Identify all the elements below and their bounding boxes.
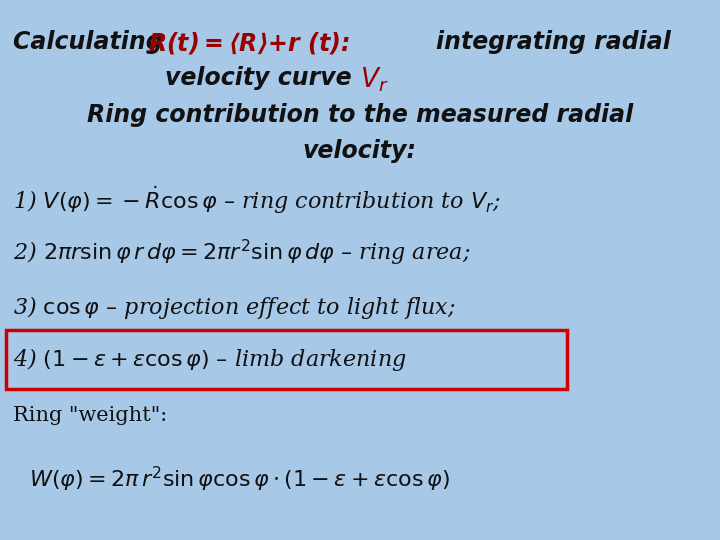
Text: Calculating: Calculating xyxy=(13,30,171,53)
Text: 3) $\cos\varphi$ – projection effect to light flux;: 3) $\cos\varphi$ – projection effect to … xyxy=(13,294,456,321)
Text: 2) $2\pi r\sin\varphi\, r\, d\varphi = 2\pi r^2\sin\varphi\, d\varphi$ – ring ar: 2) $2\pi r\sin\varphi\, r\, d\varphi = 2… xyxy=(13,238,470,268)
Text: integrating radial: integrating radial xyxy=(436,30,670,53)
Text: 4) $(1-\varepsilon+\varepsilon\cos\varphi)$ – limb darkening: 4) $(1-\varepsilon+\varepsilon\cos\varph… xyxy=(13,346,407,373)
Text: Ring contribution to the measured radial: Ring contribution to the measured radial xyxy=(87,103,633,126)
Text: velocity curve: velocity curve xyxy=(165,66,360,90)
Text: $\bfit{R(t){=}\langle R\rangle{+}r}$ $\bfit{(t)}$:: $\bfit{R(t){=}\langle R\rangle{+}r}$ $\b… xyxy=(148,30,350,56)
Text: Ring "weight":: Ring "weight": xyxy=(13,406,167,425)
Text: $W(\varphi) = 2\pi\, r^2\sin\varphi\cos\varphi\cdot(1-\varepsilon+\varepsilon\co: $W(\varphi) = 2\pi\, r^2\sin\varphi\cos\… xyxy=(29,464,449,494)
Text: velocity:: velocity: xyxy=(303,139,417,163)
Text: $\mathit{V}_r$: $\mathit{V}_r$ xyxy=(360,66,389,94)
Text: 1) $V(\varphi) = -\dot{R}\cos\varphi$ – ring contribution to $V_r$;: 1) $V(\varphi) = -\dot{R}\cos\varphi$ – … xyxy=(13,184,501,215)
